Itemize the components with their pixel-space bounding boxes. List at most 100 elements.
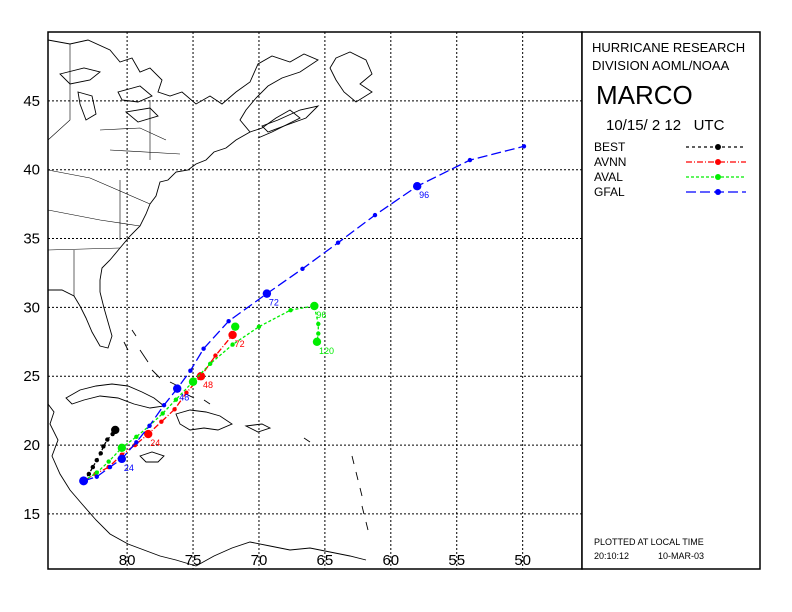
map-panel: 80 75 70 65 60 55 50 15 20 25 30 35 40 45 24 48 72 96 120… — [23, 31, 583, 570]
coastline-outlines — [47, 39, 373, 567]
track-point-gfal — [94, 474, 99, 479]
map-frame — [47, 31, 583, 570]
track-point-gfal — [300, 266, 305, 272]
initial-position-marker — [79, 476, 89, 486]
track-point-best — [98, 451, 103, 456]
forecast-marker-gfal — [412, 182, 422, 191]
track-point-best — [86, 471, 92, 477]
legend-marker-gfal — [715, 189, 721, 195]
track-point-aval — [160, 411, 165, 416]
track-point-best — [105, 437, 110, 442]
forecast-marker-aval — [312, 337, 322, 347]
track-point-avnn — [172, 407, 177, 412]
forecast-marker-avnn — [144, 429, 153, 439]
x-tick-label: 65 — [317, 552, 334, 569]
track-point-gfal — [467, 157, 473, 163]
track-point-avnn — [213, 353, 218, 358]
track-point-aval — [316, 331, 321, 336]
forecast-marker-avnn — [228, 330, 237, 340]
coastline-newfoundland — [329, 51, 373, 103]
track-point-avnn — [159, 419, 164, 424]
forecast-marker-gfal — [173, 384, 182, 393]
track-point-aval — [106, 459, 111, 464]
forecast-marker-aval — [310, 301, 319, 311]
track-point-gfal — [335, 240, 341, 245]
legend-label-avnn: AVNN — [594, 155, 626, 169]
init-time: 10/15/ 2 12 UTC — [606, 117, 725, 134]
footer-note: PLOTTED AT LOCAL TIME — [594, 537, 704, 547]
track-line-avnn — [83, 334, 234, 482]
legend-label-best: BEST — [594, 140, 626, 154]
coastline-maritimes — [249, 109, 301, 139]
coastline-puerto-rico — [244, 423, 272, 433]
x-tick-label: 75 — [185, 552, 202, 569]
y-tick-label: 30 — [23, 299, 40, 316]
coastline-us-east — [99, 147, 227, 292]
forecast-hour-label-aval: 96 — [316, 310, 326, 320]
y-tick-label: 35 — [23, 231, 40, 248]
legend-marker-best — [715, 144, 721, 150]
coastline-great-lakes — [59, 67, 159, 123]
footer-date: 10-MAR-03 — [658, 551, 704, 561]
coastline-nova-scotia — [261, 105, 320, 133]
track-point-aval — [316, 321, 321, 327]
x-tick-label: 80 — [119, 552, 136, 569]
forecast-hour-label-gfal: 48 — [179, 393, 189, 403]
forecast-marker-aval — [231, 322, 240, 331]
track-point-aval — [288, 307, 293, 313]
x-tick-label: 70 — [251, 552, 268, 569]
track-line-aval — [83, 305, 319, 482]
forecast-marker-aval — [188, 377, 198, 386]
axis-tick-labels: 80 75 70 65 60 55 50 15 20 25 30 35 40 45 — [23, 93, 531, 569]
state-borders — [47, 44, 181, 296]
y-tick-label: 15 — [23, 506, 40, 523]
forecast-hour-label-gfal: 24 — [124, 463, 134, 473]
y-tick-label: 45 — [23, 93, 40, 110]
forecast-tracks: 24 48 72 96 120 24 48 72 96 — [79, 144, 527, 486]
coastline-florida — [48, 289, 113, 349]
track-point-gfal — [226, 318, 231, 324]
track-point-aval — [230, 342, 235, 347]
y-tick-label: 20 — [23, 437, 40, 454]
track-point-gfal — [107, 464, 113, 470]
coastline-jamaica — [139, 451, 165, 463]
track-point-gfal — [134, 440, 139, 445]
track-point-aval — [173, 397, 179, 402]
info-panel: HURRICANE RESEARCH DIVISION AOML/NOAA MA… — [581, 31, 761, 570]
track-point-aval — [94, 470, 99, 475]
forecast-hour-label-gfal: 96 — [419, 190, 429, 200]
track-point-avnn — [184, 390, 189, 395]
forecast-hour-label-avnn: 48 — [203, 380, 213, 390]
track-point-gfal — [521, 144, 527, 149]
coastline-canada — [47, 39, 319, 149]
footer-time: 20:10:12 — [594, 551, 629, 561]
track-point-best — [94, 458, 99, 463]
track-point-gfal — [147, 423, 152, 428]
org-line2: DIVISION AOML/NOAA — [592, 58, 730, 73]
forecast-marker-avnn — [196, 372, 206, 381]
forecast-hour-label-avnn: 72 — [235, 339, 245, 349]
org-line1: HURRICANE RESEARCH — [592, 40, 745, 55]
x-tick-label: 50 — [514, 552, 531, 569]
track-point-gfal — [188, 368, 193, 373]
legend-label-gfal: GFAL — [594, 185, 625, 199]
coastline-lesser-antilles — [303, 437, 369, 531]
track-point-best — [101, 444, 106, 449]
track-point-gfal — [161, 402, 167, 408]
coastline-south-america — [195, 541, 367, 567]
x-tick-label: 55 — [448, 552, 465, 569]
legend-marker-avnn — [715, 159, 721, 165]
storm-name: MARCO — [596, 80, 693, 110]
track-point-aval — [207, 361, 213, 367]
forecast-marker-gfal — [117, 454, 127, 464]
forecast-hour-label-aval: 120 — [319, 346, 334, 356]
x-tick-label: 60 — [382, 552, 399, 569]
y-tick-label: 25 — [23, 368, 40, 385]
forecast-marker-best — [111, 425, 120, 435]
coastline-central-america — [47, 403, 197, 567]
track-point-aval — [256, 324, 262, 329]
track-point-gfal — [201, 346, 206, 351]
legend-label-aval: AVAL — [594, 170, 623, 184]
